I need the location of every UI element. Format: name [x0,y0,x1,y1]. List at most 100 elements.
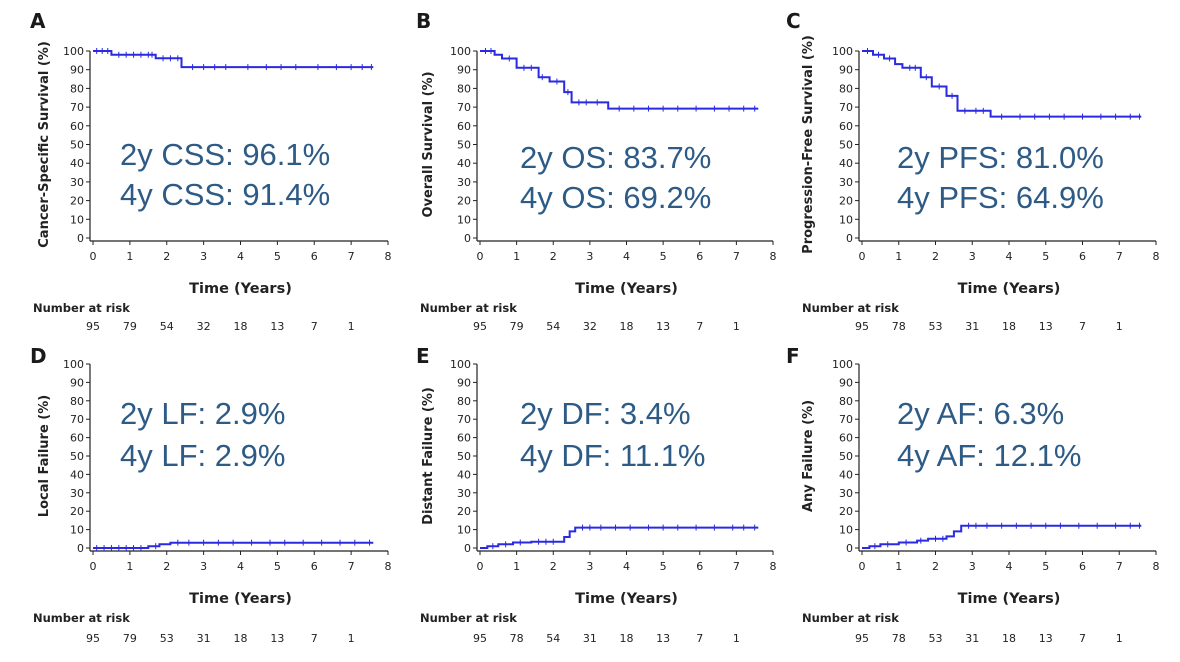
at-risk-value: 31 [965,320,979,333]
y-tick-label: 10 [70,524,84,537]
estimate-annotation: 4y AF: 12.1% [897,438,1081,473]
x-tick-label: 6 [311,560,318,573]
at-risk-value: 95 [473,632,487,645]
x-axis-label: Time (Years) [958,591,1061,607]
at-risk-value: 7 [311,632,318,645]
at-risk-value: 95 [86,320,100,333]
y-tick-label: 20 [839,195,853,208]
x-tick-label: 0 [859,250,866,263]
y-tick-label: 10 [839,524,853,537]
y-tick-label: 60 [839,120,853,133]
x-tick-label: 2 [550,560,557,573]
at-risk-value: 13 [1039,632,1053,645]
x-tick-label: 6 [1079,560,1086,573]
y-tick-label: 40 [457,157,471,170]
at-risk-value: 53 [929,632,943,645]
x-tick-label: 2 [932,560,939,573]
y-axis-label: Distant Failure (%) [421,387,436,525]
y-tick-label: 90 [457,64,471,77]
at-risk-value: 1 [348,632,355,645]
at-risk-value: 7 [696,320,703,333]
y-tick-label: 80 [70,395,84,408]
y-tick-label: 40 [70,468,84,481]
at-risk-value: 18 [620,320,634,333]
y-tick-label: 60 [457,432,471,445]
y-tick-label: 20 [457,195,471,208]
y-tick-label: 90 [839,376,853,389]
x-tick-label: 6 [311,250,318,263]
x-axis-label: Time (Years) [958,281,1061,297]
y-axis-label: Overall Survival (%) [421,71,436,217]
y-tick-label: 50 [70,139,84,152]
estimate-annotation: 2y PFS: 81.0% [897,140,1104,175]
number-at-risk-title: Number at risk [420,611,517,625]
at-risk-value: 1 [733,320,740,333]
x-axis-label: Time (Years) [575,281,678,297]
at-risk-value: 1 [1116,632,1123,645]
x-tick-label: 6 [1079,250,1086,263]
at-risk-value: 13 [656,320,670,333]
y-tick-label: 0 [77,232,84,245]
number-at-risk-title: Number at risk [33,301,130,315]
x-tick-label: 8 [1153,250,1160,263]
km-curve-os [480,50,759,110]
x-tick-label: 5 [1042,560,1049,573]
panel-f: F Any Failure (%) 0 10 20 30 40 50 60 70 80 90 100 0 1… [786,344,1160,645]
at-risk-value: 95 [855,632,869,645]
at-risk-value: 31 [197,632,211,645]
at-risk-value: 18 [620,632,634,645]
x-tick-label: 7 [733,560,740,573]
x-tick-label: 3 [969,250,976,263]
at-risk-value: 31 [965,632,979,645]
x-axis-label: Time (Years) [189,591,292,607]
y-tick-label: 60 [839,432,853,445]
y-tick-label: 80 [70,82,84,95]
x-tick-label: 5 [1042,250,1049,263]
y-tick-label: 80 [457,395,471,408]
at-risk-value: 1 [348,320,355,333]
y-tick-label: 40 [457,468,471,481]
y-tick-label: 90 [457,376,471,389]
y-tick-label: 20 [839,505,853,518]
at-risk-value: 79 [510,320,524,333]
y-tick-label: 40 [70,157,84,170]
x-tick-label: 1 [895,560,902,573]
panel-letter: B [416,9,431,33]
x-tick-label: 5 [274,250,281,263]
y-tick-label: 100 [450,45,471,58]
y-tick-label: 40 [839,468,853,481]
y-tick-label: 0 [464,542,471,555]
x-tick-label: 7 [733,250,740,263]
y-tick-label: 20 [457,505,471,518]
y-tick-label: 30 [70,487,84,500]
y-tick-label: 0 [846,542,853,555]
y-tick-label: 100 [63,358,84,371]
at-risk-value: 95 [86,632,100,645]
at-risk-value: 79 [123,320,137,333]
estimate-annotation: 2y AF: 6.3% [897,396,1064,431]
x-tick-label: 8 [1153,560,1160,573]
y-tick-label: 100 [832,358,853,371]
estimate-annotation: 4y CSS: 91.4% [120,177,330,212]
x-tick-label: 3 [586,250,593,263]
number-at-risk-title: Number at risk [33,611,130,625]
y-tick-label: 90 [70,64,84,77]
x-tick-label: 7 [348,250,355,263]
estimate-annotation: 2y CSS: 96.1% [120,137,330,172]
x-tick-label: 3 [200,560,207,573]
y-tick-label: 100 [832,45,853,58]
at-risk-value: 13 [656,632,670,645]
y-tick-label: 60 [70,120,84,133]
y-tick-label: 10 [839,213,853,226]
at-risk-value: 31 [583,632,597,645]
y-tick-label: 10 [70,213,84,226]
panel-letter: A [30,9,46,33]
x-tick-label: 2 [163,560,170,573]
x-tick-label: 3 [200,250,207,263]
y-axis-label: Any Failure (%) [801,400,816,512]
at-risk-value: 95 [473,320,487,333]
x-tick-label: 5 [274,560,281,573]
